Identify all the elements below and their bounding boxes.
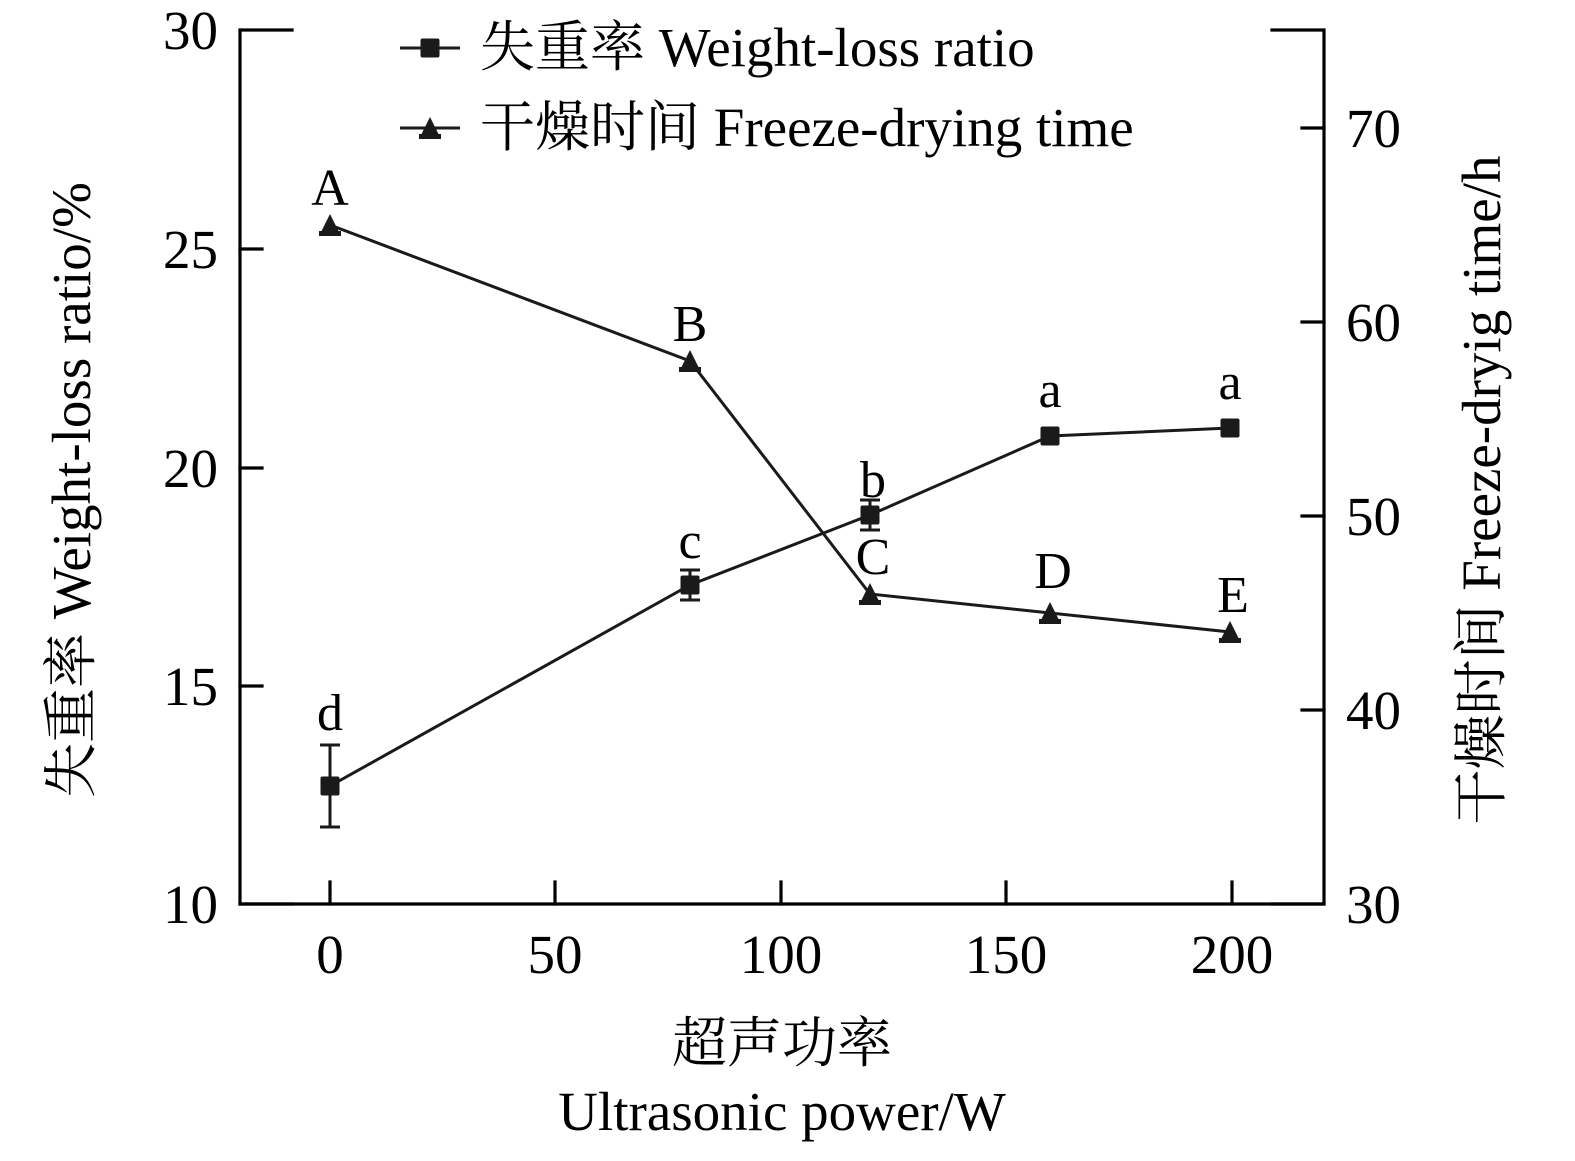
svg-text:150: 150 — [965, 924, 1048, 985]
svg-text:200: 200 — [1191, 924, 1274, 985]
svg-text:60: 60 — [1346, 292, 1401, 353]
svg-text:70: 70 — [1346, 98, 1401, 159]
svg-text:Ultrasonic power/W: Ultrasonic power/W — [558, 1081, 1006, 1142]
svg-text:30: 30 — [1346, 874, 1401, 935]
svg-text:c: c — [678, 513, 701, 570]
svg-text:a: a — [1038, 362, 1061, 419]
svg-text:b: b — [860, 452, 886, 509]
svg-text:50: 50 — [528, 924, 583, 985]
svg-text:10: 10 — [163, 874, 218, 935]
svg-text:15: 15 — [163, 656, 218, 717]
svg-text:C: C — [856, 529, 891, 586]
svg-text:40: 40 — [1346, 680, 1401, 741]
svg-text:30: 30 — [163, 0, 218, 61]
svg-text:E: E — [1217, 567, 1249, 624]
svg-text:a: a — [1218, 354, 1241, 411]
svg-text:干燥时间 Freeze-drying time: 干燥时间 Freeze-drying time — [480, 97, 1134, 158]
svg-text:A: A — [311, 160, 349, 217]
svg-text:100: 100 — [740, 924, 823, 985]
svg-text:B: B — [673, 296, 708, 353]
svg-text:d: d — [317, 685, 343, 742]
svg-text:失重率 Weight-loss ratio: 失重率 Weight-loss ratio — [480, 17, 1035, 78]
svg-text:干燥时间 Freeze-dryig time/h: 干燥时间 Freeze-dryig time/h — [1451, 156, 1512, 825]
svg-text:20: 20 — [163, 438, 218, 499]
svg-text:50: 50 — [1346, 486, 1401, 547]
svg-text:D: D — [1034, 543, 1072, 600]
svg-text:25: 25 — [163, 219, 218, 280]
svg-text:0: 0 — [316, 924, 344, 985]
svg-text:超声功率: 超声功率 — [672, 1013, 892, 1074]
svg-text:失重率 Weight-loss ratio/%: 失重率 Weight-loss ratio/% — [41, 182, 102, 798]
